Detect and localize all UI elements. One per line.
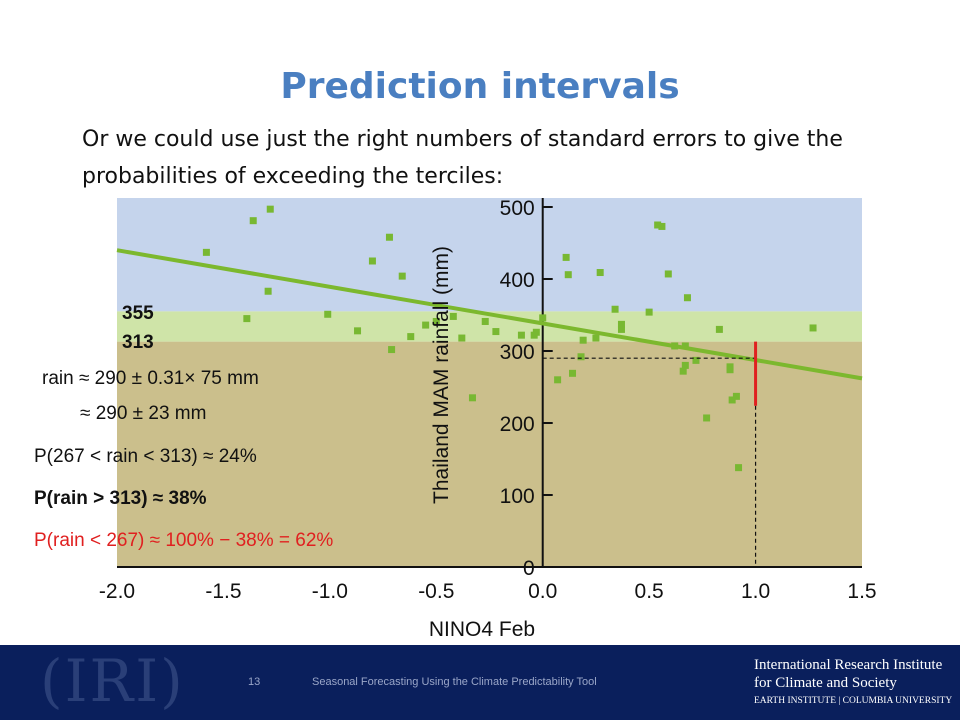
scatter-point	[654, 221, 662, 229]
scatter-point	[592, 334, 600, 342]
scatter-point	[468, 394, 476, 402]
institution-name-line1: International Research Institute	[754, 657, 943, 673]
equation-4: P(rain > 313) ≈ 38%	[34, 488, 207, 509]
x-tick-label: 0.0	[528, 580, 557, 603]
scatter-point	[554, 376, 562, 384]
scatter-point	[539, 314, 547, 322]
equation-1: rain ≈ 290 ± 0.31× 75 mm	[42, 368, 259, 389]
footer-text: Seasonal Forecasting Using the Climate P…	[312, 676, 597, 688]
scatter-point	[249, 217, 257, 225]
equation-3: P(267 < rain < 313) ≈ 24%	[34, 446, 257, 467]
institution-name-line2: for Climate and Society	[754, 675, 897, 691]
scatter-point	[388, 346, 396, 354]
scatter-point	[492, 328, 500, 336]
y-tick-label: 200	[500, 413, 535, 436]
scatter-point	[407, 333, 415, 341]
x-tick-label: -1.5	[205, 580, 241, 603]
scatter-point	[692, 356, 700, 364]
scatter-point	[202, 248, 210, 256]
iri-logo: (IRI)	[40, 647, 185, 715]
equation-2: ≈ 290 ± 23 mm	[80, 403, 206, 424]
chart-axes: 0 100 200 300 400 500 -2.0 -1.5 -1.0 -0.5 0.0 0.5 1.…	[99, 197, 877, 603]
rainfall-scatter-chart: 0 100 200 300 400 500 -2.0 -1.5 -1.0 -0.5 0.0 0.5 1.…	[34, 195, 877, 643]
scatter-point	[732, 392, 740, 400]
slide-subtitle: Or we could use just the right numbers o…	[82, 127, 843, 189]
scatter-point	[385, 233, 393, 241]
scatter-point	[564, 271, 572, 279]
scatter-point	[398, 272, 406, 280]
x-axis-label: NINO4 Feb	[429, 618, 535, 641]
scatter-points	[202, 205, 817, 472]
upper-tercile-label: 355	[122, 303, 154, 324]
equation-5: P(rain < 267) ≈ 100% − 38% = 62%	[34, 530, 333, 551]
institution-affiliation: EARTH INSTITUTE | COLUMBIA UNIVERSITY	[754, 696, 953, 706]
scatter-point	[703, 414, 711, 422]
x-tick-label: 0.5	[635, 580, 664, 603]
scatter-point	[432, 317, 440, 325]
scatter-point	[617, 320, 625, 328]
scatter-point	[458, 334, 466, 342]
x-tick-label: -2.0	[99, 580, 135, 603]
scatter-point	[579, 336, 587, 344]
y-tick-label: 0	[523, 557, 535, 580]
scatter-point	[577, 353, 585, 361]
scatter-point	[681, 361, 689, 369]
scatter-point	[683, 294, 691, 302]
forecast-overlay	[116, 248, 863, 567]
regression-line	[116, 248, 863, 381]
upper-tercile-band	[117, 198, 862, 312]
x-tick-label: 1.5	[847, 580, 876, 603]
x-tick-label: -0.5	[418, 580, 454, 603]
scatter-point	[679, 367, 687, 375]
x-tick-label: -1.0	[312, 580, 348, 603]
middle-tercile-band	[117, 311, 862, 342]
scatter-point	[243, 315, 251, 323]
scatter-point	[449, 312, 457, 320]
scatter-point	[728, 396, 736, 404]
scatter-point	[726, 363, 734, 371]
scatter-point	[715, 325, 723, 333]
footer-bar: (IRI) 13 Seasonal Forecasting Using the …	[0, 645, 960, 720]
scatter-point	[368, 257, 376, 265]
lower-tercile-band	[117, 341, 862, 567]
scatter-point	[354, 327, 362, 335]
y-tick-label: 100	[500, 485, 535, 508]
scatter-point	[562, 253, 570, 261]
scatter-point	[266, 205, 274, 213]
scatter-point	[532, 328, 540, 336]
scatter-point	[611, 305, 619, 313]
scatter-point	[481, 317, 489, 325]
y-tick-label: 500	[500, 197, 535, 220]
scatter-point	[596, 269, 604, 277]
x-tick-label: 1.0	[741, 580, 770, 603]
scatter-point	[569, 369, 577, 377]
y-tick-label: 300	[500, 341, 535, 364]
y-tick-label: 400	[500, 269, 535, 292]
slide-title: Prediction intervals	[280, 66, 680, 107]
scatter-point	[264, 287, 272, 295]
scatter-point	[664, 270, 672, 278]
lower-tercile-label: 313	[122, 332, 154, 353]
scatter-point	[645, 308, 653, 316]
y-axis-label: Thailand MAM rainfall (mm)	[430, 246, 453, 504]
scatter-point	[517, 331, 525, 339]
scatter-point	[658, 222, 666, 230]
scatter-point	[809, 324, 817, 332]
scatter-point	[324, 310, 332, 318]
slide-number: 13	[248, 676, 261, 688]
scatter-point	[735, 464, 743, 472]
scatter-point	[422, 321, 430, 329]
scatter-point	[617, 325, 625, 333]
